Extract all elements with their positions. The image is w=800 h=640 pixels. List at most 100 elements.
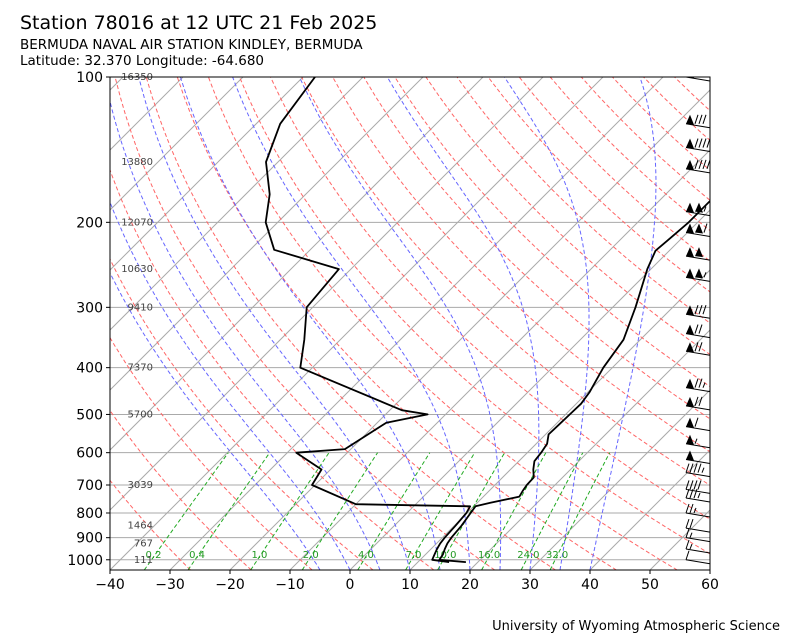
dry-adiabat [110,336,313,570]
wind-barb-half-flag [703,206,707,212]
wind-barb-staff [685,168,710,174]
isotherm-line [110,77,244,211]
wind-barb-flag [693,488,698,499]
dry-adiabat [110,168,435,570]
wind-barb [685,463,710,478]
wind-barb-flag [694,159,699,170]
wind-barb-staff [685,255,710,261]
mixing-ratio-label: 7.0 [406,550,422,561]
dry-adiabat [487,77,710,293]
wind-barb-half-flag [693,507,697,514]
wind-barb-flag [702,159,707,170]
moist-adiabat [503,77,590,570]
wind-barb-staff [685,472,710,478]
isotherm-line [169,77,664,570]
wind-barb-flag [685,518,690,529]
wind-barb-flag [694,378,699,388]
dry-adiabat [110,409,252,570]
height-label: 10630 [121,264,153,275]
wind-barb-flag [689,518,694,529]
isotherm-line [110,77,424,391]
mixing-ratio-line [520,452,584,570]
mixing-ratio-line [437,452,506,570]
wind-barb-flag [697,463,702,473]
wind-barb-flag [685,528,690,538]
dry-adiabat [239,77,710,555]
wind-barb-flag [685,550,690,560]
wind-barb-flag [694,396,699,407]
wind-barb [685,324,710,339]
height-label: 5700 [128,409,153,420]
wind-barb [685,223,710,238]
y-tick-label: 800 [76,506,103,522]
mixing-ratio-line [187,452,271,570]
height-label: 7370 [128,363,153,374]
dry-adiabat [674,77,710,112]
wind-barb-pennant [686,138,694,149]
wind-barb-staff [685,512,710,518]
moist-adiabat [138,77,411,570]
moist-adiabat [179,77,441,570]
wind-barb [685,202,710,217]
wind-barb-flag [685,503,690,514]
mixing-ratio-line [143,452,229,570]
wind-barb-flag [703,223,708,233]
wind-barb-flag [694,417,699,427]
wind-barb-flag [698,342,703,352]
wind-barb-pennant [695,268,703,279]
wind-barb-staff [685,559,710,565]
wind-barb-staff [685,276,710,282]
isotherm-line [229,89,710,570]
mixing-ratio-label: 16.0 [478,550,500,561]
y-tick-label: 300 [76,300,103,316]
height-label: 3039 [128,480,153,491]
wind-barb-pennant [686,450,694,461]
isotherm-line [110,77,184,151]
wind-barb-staff [685,232,710,238]
wind-barb-flag [698,114,703,124]
mixing-ratio-line [301,452,379,570]
x-tick-label: 20 [461,577,479,593]
wind-barb-pennant [686,305,694,316]
wind-barb-staff [685,387,710,393]
plot-frame [109,76,711,571]
wind-barb-half-flag [711,164,713,169]
wind-barb-half-flag [702,382,706,388]
wind-barb-flag [689,488,694,499]
height-label: 1464 [128,521,153,532]
temperature-line [438,199,710,563]
wind-barb-flag [685,480,690,490]
wind-barb [685,268,710,282]
mixing-ratio-line [481,452,547,570]
wind-barb-flag [699,77,700,78]
wind-barb-flag [689,480,694,490]
wind-barb [685,518,710,533]
wind-barb-pennant [695,223,703,234]
wind-barb-staff [685,497,710,503]
wind-barb-staff [685,123,710,129]
isotherm-line [110,77,484,451]
wind-barb-half-flag [689,532,693,538]
x-tick-label: −20 [215,577,245,593]
moist-adiabat [110,271,321,570]
wind-barb-staff [685,313,710,319]
x-tick-label: 40 [581,577,599,593]
wind-barb-flag [698,138,703,148]
dry-adiabat [301,77,710,486]
isotherm-line [589,449,710,570]
height-label: 111 [134,555,153,566]
x-tick-label: −30 [155,577,185,593]
dewpoint-line [264,77,471,563]
height-label: 767 [134,538,153,549]
dry-adiabat [394,77,710,388]
wind-barb-half-flag [694,438,698,444]
wind-barb-staff [685,350,710,356]
wind-barb [685,77,710,82]
x-tick-label: −40 [95,577,125,593]
wind-barb-staff [685,211,710,217]
wind-barb-staff [685,333,710,339]
wind-barb [685,503,710,518]
wind-barb [685,550,710,565]
wind-barb-flag [697,480,702,490]
isotherm-line [709,569,710,570]
